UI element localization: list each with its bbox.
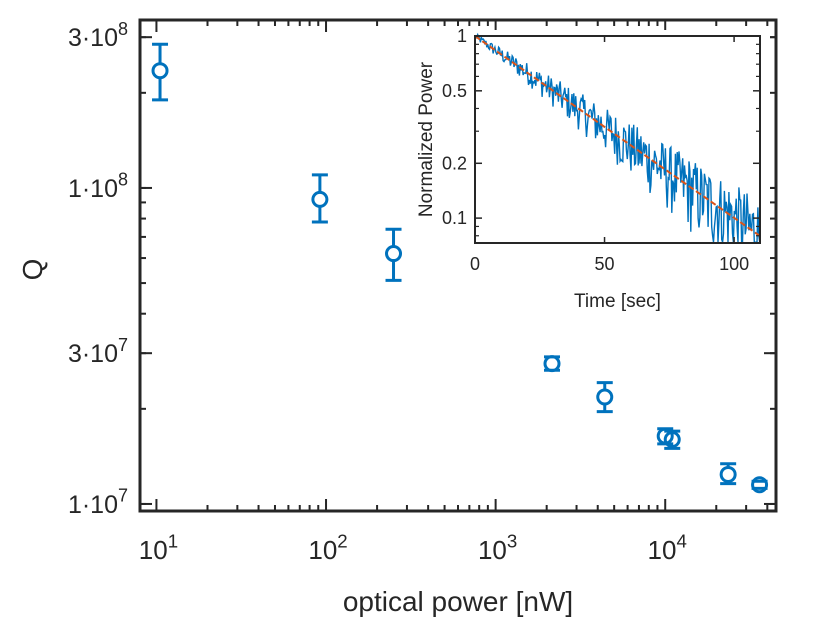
data-point [543, 355, 561, 373]
data-point [311, 173, 329, 224]
inset-x-axis-title: Time [sec] [574, 291, 661, 312]
data-point [719, 462, 737, 486]
inset-x-tick-label: 0 [470, 254, 480, 274]
x-tick-label: 103 [478, 530, 517, 565]
y-tick-label: 1·108 [68, 170, 128, 203]
y-tick-label: 1·107 [68, 486, 128, 519]
data-point [596, 381, 614, 414]
inset-x-tick-label: 50 [595, 254, 615, 274]
y-tick-label: 3·107 [68, 335, 128, 368]
inset-background [427, 30, 770, 319]
inset-y-tick-label: 0.5 [442, 81, 467, 101]
inset-y-tick-label: 0.2 [442, 153, 467, 173]
inset-fit-line [474, 35, 761, 237]
y-axis-title: Q [17, 259, 48, 281]
x-tick-label: 101 [139, 530, 178, 565]
data-point [751, 476, 769, 494]
data-marker [719, 465, 737, 483]
inset-y-axis-title: Normalized Power [416, 61, 437, 217]
data-marker [385, 245, 403, 263]
data-point [151, 42, 169, 102]
y-tick-label: 3·108 [68, 19, 128, 52]
inset-y-tick-label: 0.1 [442, 208, 467, 228]
data-point [663, 429, 681, 450]
inset-y-tick-label: 1 [457, 26, 467, 46]
inset-frame [474, 35, 761, 244]
data-marker [543, 355, 561, 373]
x-tick-label: 104 [648, 530, 687, 565]
data-marker [311, 190, 329, 208]
data-marker [663, 430, 681, 448]
x-tick-label: 102 [308, 530, 347, 565]
data-marker [151, 62, 169, 80]
data-marker [596, 388, 614, 406]
data-marker [751, 476, 769, 494]
data-point [385, 227, 403, 282]
x-axis-title: optical power [nW] [343, 586, 573, 617]
inset-x-tick-label: 100 [719, 254, 749, 274]
inset-plot: 0 50 100 0.1 0.2 0.5 1 Time [sec] Normalized Pow… [416, 26, 770, 319]
